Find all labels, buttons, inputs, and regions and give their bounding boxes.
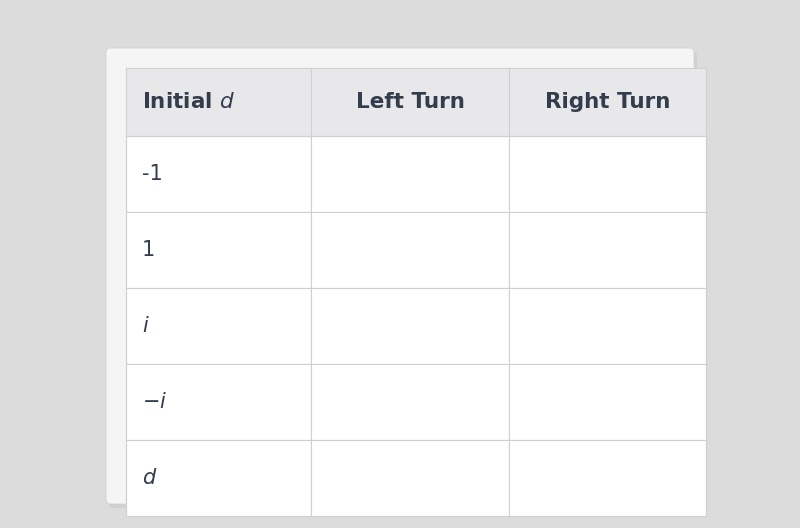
Text: Right Turn: Right Turn xyxy=(545,92,670,112)
Bar xyxy=(126,440,311,516)
Bar xyxy=(509,440,706,516)
Bar xyxy=(311,212,509,288)
Bar xyxy=(311,440,509,516)
Text: $\mathit{d}$: $\mathit{d}$ xyxy=(142,468,158,488)
Text: 1: 1 xyxy=(142,240,155,260)
Bar xyxy=(509,136,706,212)
Bar xyxy=(126,364,311,440)
Text: $\mathit{i}$: $\mathit{i}$ xyxy=(142,316,150,336)
Bar xyxy=(509,212,706,288)
Bar xyxy=(509,364,706,440)
FancyBboxPatch shape xyxy=(109,52,697,508)
Text: Initial $\mathit{d}$: Initial $\mathit{d}$ xyxy=(142,92,235,112)
Text: Initial $d$: Initial $d$ xyxy=(142,92,235,112)
Bar xyxy=(126,288,311,364)
Bar xyxy=(126,136,311,212)
Bar xyxy=(126,68,706,516)
Bar xyxy=(509,288,706,364)
Text: -1: -1 xyxy=(142,164,162,184)
Bar xyxy=(311,136,509,212)
Bar xyxy=(126,68,706,136)
FancyBboxPatch shape xyxy=(106,48,694,504)
Bar xyxy=(311,288,509,364)
Text: Left Turn: Left Turn xyxy=(355,92,465,112)
Text: $\mathit{-i}$: $\mathit{-i}$ xyxy=(142,392,167,412)
Bar xyxy=(311,364,509,440)
Text: Initial: Initial xyxy=(0,527,1,528)
Bar xyxy=(126,212,311,288)
